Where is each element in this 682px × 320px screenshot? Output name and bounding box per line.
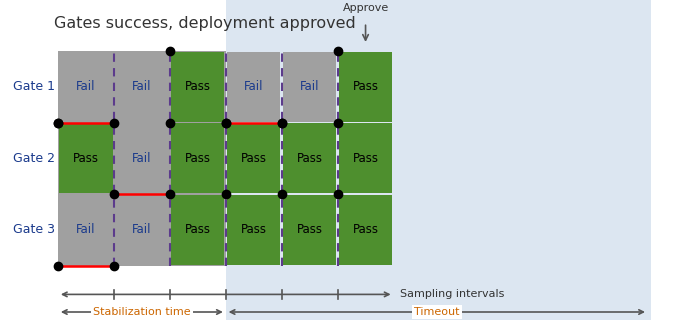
Bar [226,0,651,320]
Text: Pass: Pass [297,223,323,236]
Text: Timeout: Timeout [414,307,460,317]
Bar [227,123,280,194]
Bar [59,123,113,194]
Text: Fail: Fail [132,80,151,93]
Text: Pass: Pass [185,80,211,93]
Text: Gates success, deployment approved: Gates success, deployment approved [54,16,355,31]
Text: Sampling intervals: Sampling intervals [400,289,505,300]
Bar [339,123,392,194]
Text: Fail: Fail [300,80,319,93]
Bar [171,195,224,265]
Text: Pass: Pass [185,223,211,236]
Text: Approve: Approve [342,3,389,13]
Text: Pass: Pass [297,152,323,165]
Bar [283,195,336,265]
Text: Fail: Fail [132,223,151,236]
Text: Fail: Fail [76,223,95,236]
Bar [227,195,280,265]
Bar [339,52,392,122]
Bar [115,123,168,194]
Text: Stabilization time: Stabilization time [93,307,191,317]
Text: Pass: Pass [353,223,379,236]
Text: Gate 1: Gate 1 [12,80,55,93]
Bar [283,52,336,122]
Text: Fail: Fail [132,152,151,165]
Text: Pass: Pass [73,152,99,165]
Text: Pass: Pass [185,152,211,165]
Bar [227,52,280,122]
Bar [283,123,336,194]
Text: Pass: Pass [241,152,267,165]
Bar [115,195,168,265]
Bar [171,123,224,194]
Text: Gate 2: Gate 2 [12,152,55,165]
Bar [58,51,226,266]
Bar [339,195,392,265]
Text: Pass: Pass [353,80,379,93]
Bar [171,52,224,122]
Bar [115,52,168,122]
Text: Fail: Fail [244,80,263,93]
Text: Pass: Pass [353,152,379,165]
Text: Gate 3: Gate 3 [12,223,55,236]
Text: Pass: Pass [241,223,267,236]
Bar [59,52,113,122]
Bar [59,195,113,265]
Text: Fail: Fail [76,80,95,93]
